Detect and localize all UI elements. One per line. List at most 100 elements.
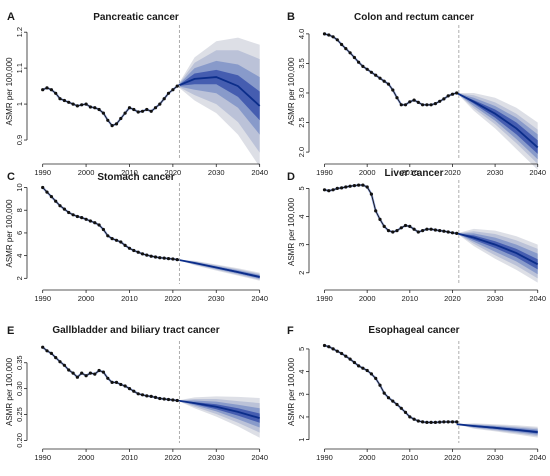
x-tick-label: 2030 [208,453,225,462]
x-tick-label: 1990 [316,453,333,462]
observed-point [171,398,175,402]
observed-point [127,246,132,250]
observed-point [158,256,162,260]
observed-point [158,102,162,106]
observed-point [119,240,123,244]
observed-point [450,420,455,424]
y-tick-label: 5 [297,186,306,190]
observed-point [327,345,331,349]
observed-point [75,104,79,108]
x-tick-label: 2000 [359,453,376,462]
observed-point [58,97,62,101]
observed-point [110,237,114,241]
panel-letter: D [287,171,295,183]
observed-point [391,230,395,234]
x-tick-label: 2000 [78,453,95,462]
x-tick-label: 2000 [78,168,95,177]
observed-point [408,415,412,419]
observed-point [140,393,145,397]
observed-point [382,391,386,395]
observed-point [369,70,373,74]
observed-point [166,257,171,261]
observed-point [416,419,420,423]
observed-point [145,107,149,112]
x-tick-label: 2040 [251,168,268,177]
y-tick-label: 2.0 [297,147,306,157]
observed-point [340,186,344,190]
observed-point [374,376,378,380]
observed-point [84,374,88,378]
observed-point [399,406,403,410]
observed-point [335,349,339,353]
chart-panel-e: E Gallbladder and biliary tract cancer 199… [5,325,268,462]
observed-point [450,231,455,235]
observed-point [149,254,153,258]
x-tick-label: 2000 [78,294,95,303]
x-tick-label: 2030 [487,453,504,462]
x-tick-label: 1990 [34,168,51,177]
observed-point [369,192,373,196]
observed-point [119,116,123,121]
y-axis-label: ASMR per 100,000 [5,199,14,268]
fitted-line [41,346,178,402]
observed-point [62,98,66,103]
x-tick-label: 2000 [359,168,376,177]
observed-point [335,38,339,42]
observed-point [429,227,433,231]
y-tick-label: 3.0 [297,88,306,98]
x-tick-label: 2040 [251,294,268,303]
observed-point [175,84,179,88]
observed-point [162,97,166,101]
x-tick-label: 1990 [34,294,51,303]
observed-point [45,349,49,353]
observed-point [421,103,425,107]
chart-panel-b: B Colon and rectum cancer 1990 2000 2010 2020… [287,11,546,177]
observed-point [101,227,105,232]
y-tick-label: 4 [297,370,306,374]
observed-point [62,207,66,211]
observed-point [352,55,356,60]
observed-point [106,376,110,380]
observed-point [361,366,365,370]
y-tick-label: 3 [297,392,306,396]
observed-point [166,91,171,95]
y-tick-label: 1 [297,438,306,442]
observed-point [395,402,399,407]
observed-point [140,252,145,256]
fitted-line [324,344,457,424]
panel-letter: B [287,11,295,23]
chart-title: Liver cancer [385,168,444,179]
y-tick-label: 8 [15,208,24,212]
chart-panel-f: F Esophageal cancer 1990 2000 2010 2020 2030 20… [287,325,546,462]
observed-point [166,397,171,402]
observed-point [348,357,352,361]
observed-point [119,382,123,387]
observed-point [327,33,331,37]
panel-letter: C [7,171,15,183]
observed-point [49,351,54,355]
y-axis-label: ASMR per 100,000 [5,357,14,426]
observed-point [446,420,450,424]
observed-point [93,106,97,110]
chart-title: Stomach cancer [97,172,174,183]
observed-point [93,221,97,225]
observed-point [67,210,71,215]
x-tick-label: 2010 [121,168,138,177]
observed-point [54,356,58,360]
observed-point [357,364,361,368]
observed-point [97,368,101,373]
observed-point [153,255,158,259]
observed-point [71,371,75,375]
observed-point [455,91,459,95]
observed-point [136,110,140,114]
observed-line [324,184,457,234]
projection-line [177,258,260,278]
observed-point [365,185,369,189]
y-axis-label: ASMR per 100,000 [287,57,296,126]
observed-point [54,199,58,203]
observed-point [84,102,88,106]
observed-point [175,398,179,403]
observed-point [403,410,408,414]
observed-point [352,184,356,188]
y-tick-label: 0.9 [15,135,24,145]
